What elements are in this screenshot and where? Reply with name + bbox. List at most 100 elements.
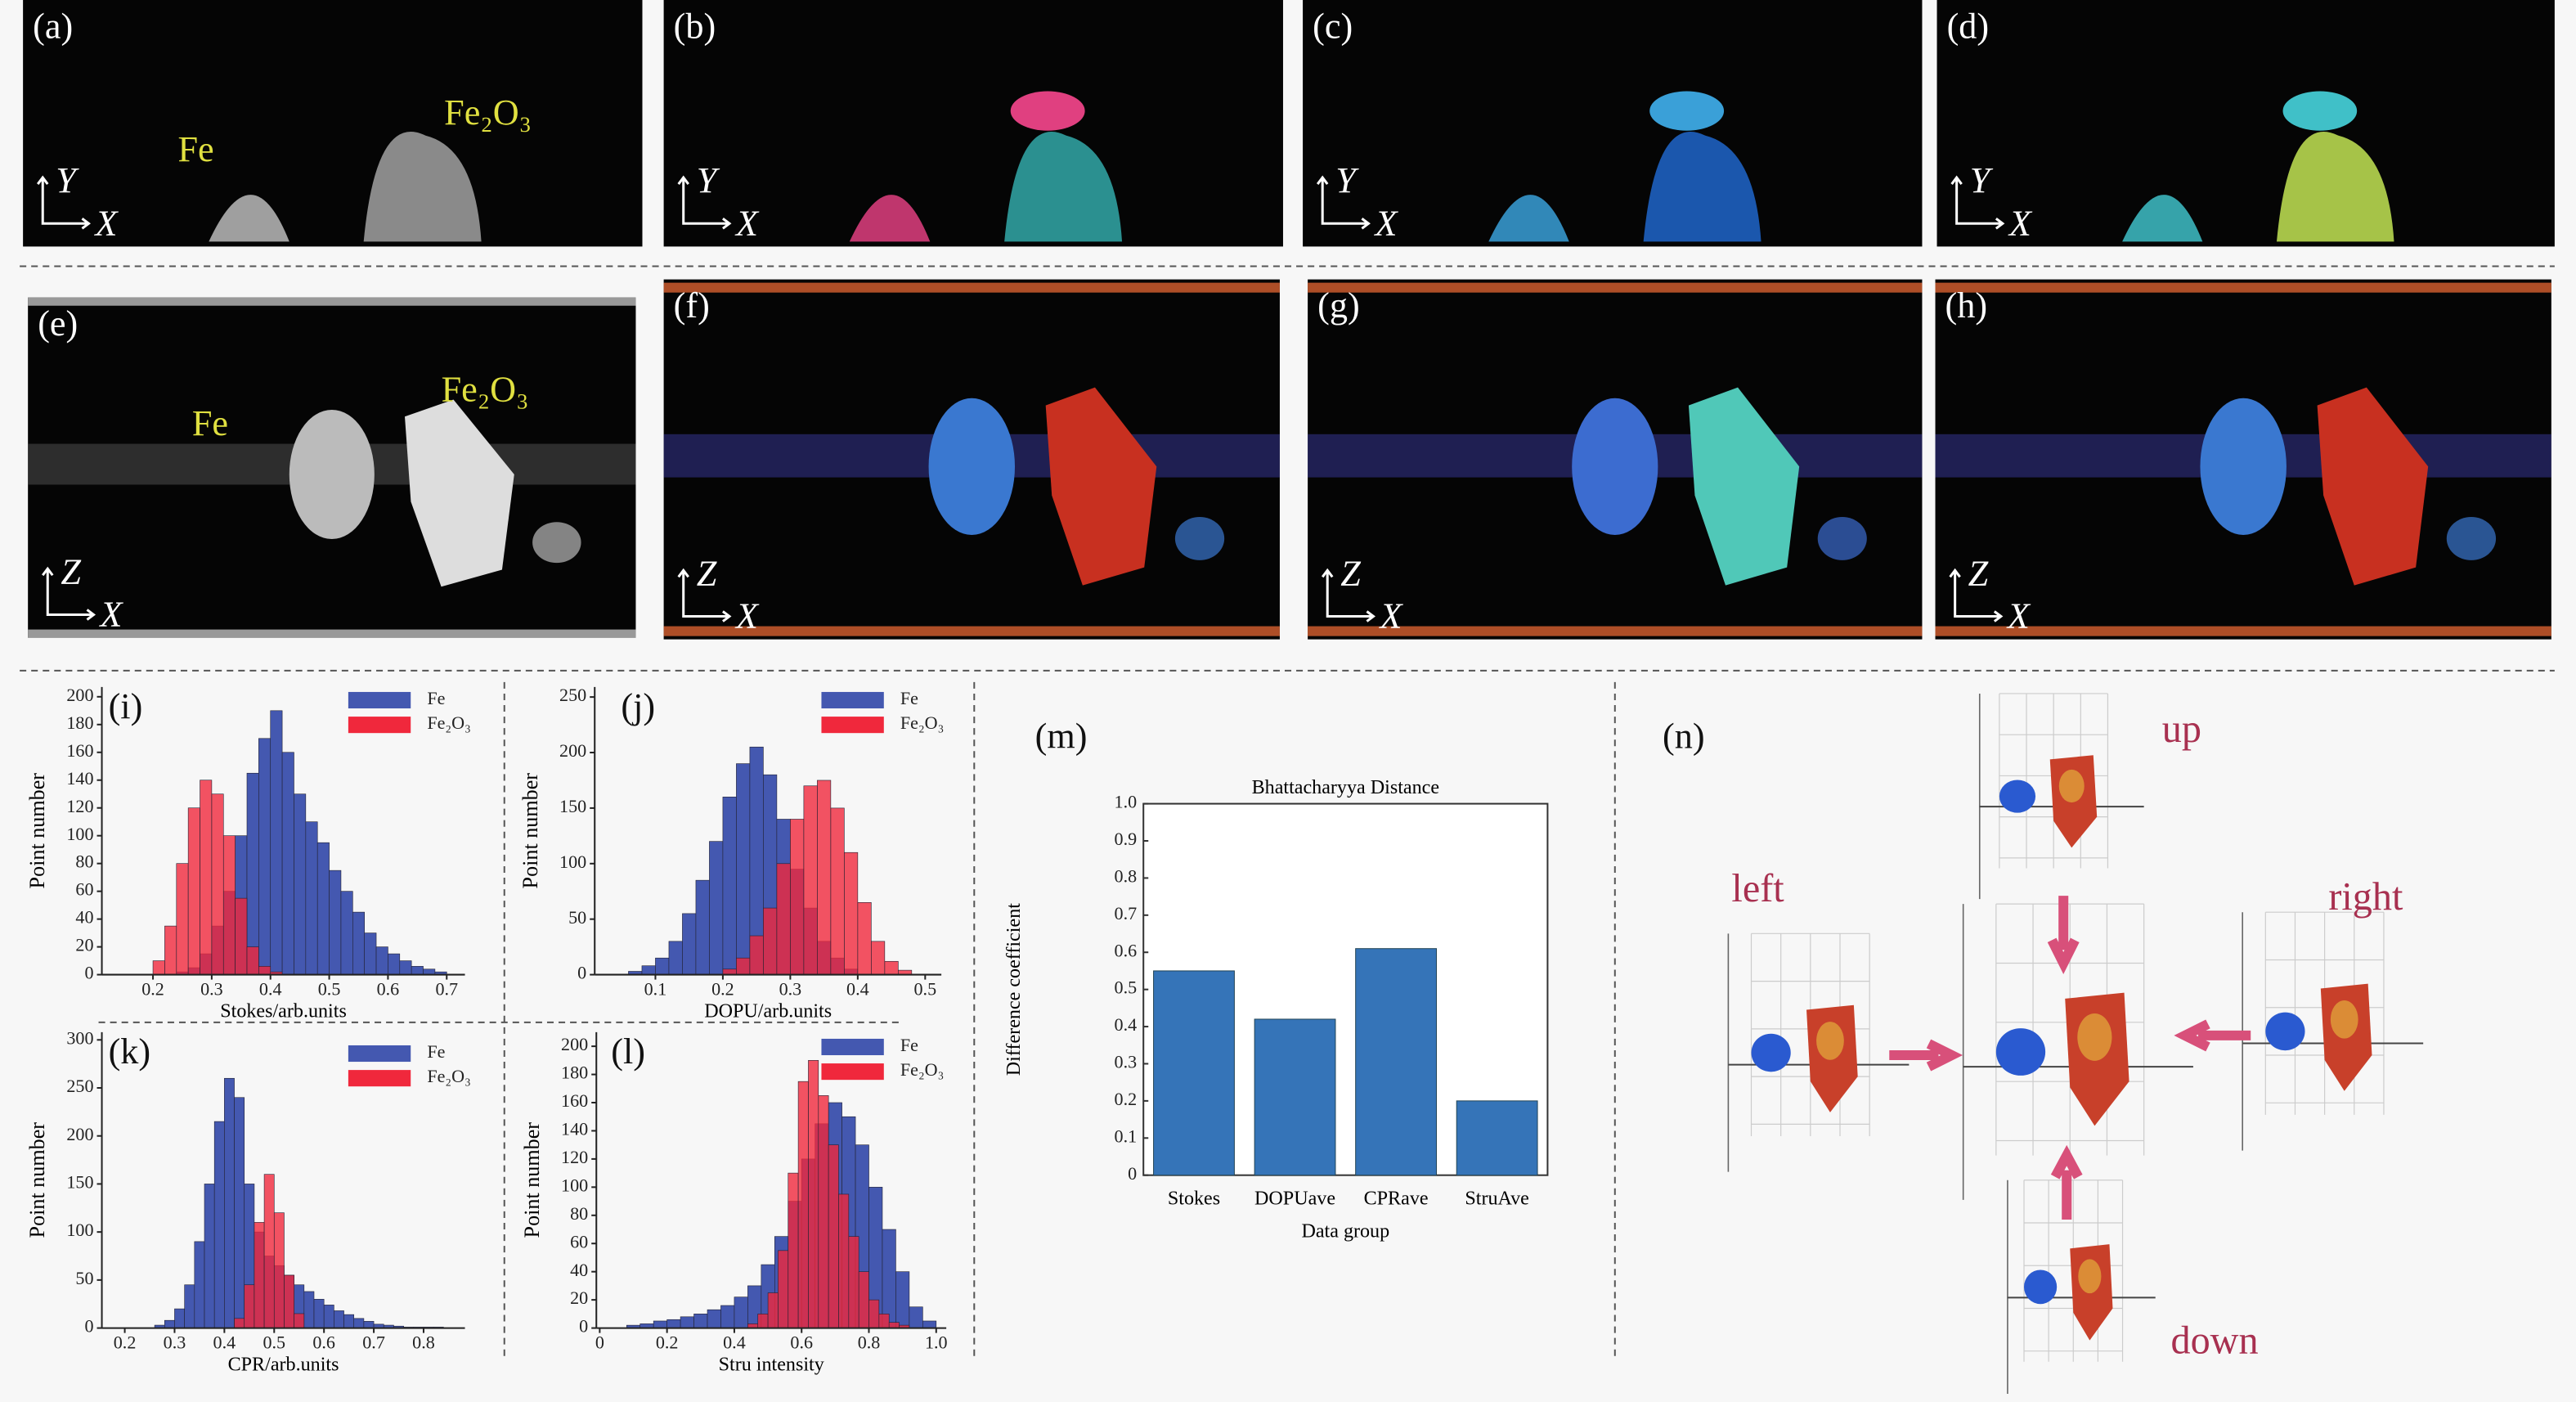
- legend-swatch: [821, 1063, 884, 1081]
- x-tick-label: 0.3: [164, 1332, 186, 1353]
- view-arrow: [2047, 896, 2080, 974]
- edge-band: [663, 282, 1280, 293]
- view-thumbnail: [1962, 903, 2193, 1200]
- hist-bar: [884, 960, 899, 975]
- x-axis-label: Data group: [1301, 1221, 1389, 1242]
- y-tick-label: 150: [559, 796, 586, 816]
- legend-swatch: [348, 691, 411, 709]
- hist-bar: [790, 819, 805, 975]
- hist-bar: [258, 738, 272, 975]
- hist-bar: [763, 907, 778, 975]
- hist-bar: [868, 1299, 880, 1328]
- hist-bar: [757, 1314, 769, 1328]
- hist-bar: [152, 960, 165, 975]
- sample-fe: [209, 195, 289, 242]
- direction-label: down: [2170, 1319, 2258, 1363]
- hist-bar: [797, 1081, 809, 1328]
- hist-bar: [858, 1271, 869, 1328]
- y-axis-label: Point number: [518, 773, 542, 889]
- axis-glyph-label: X: [2008, 203, 2033, 243]
- hist-bar: [808, 1060, 819, 1328]
- panel-label: (f): [674, 285, 710, 326]
- y-axis-label: Difference coefficient: [1003, 903, 1025, 1076]
- hist-bar: [353, 1318, 365, 1328]
- x-tick-label: 0.3: [779, 979, 802, 1000]
- x-tick-label: StruAve: [1465, 1188, 1529, 1209]
- axis-glyph-label: X: [99, 595, 124, 635]
- debris: [1817, 517, 1867, 560]
- axis-glyph-label: X: [1373, 203, 1398, 243]
- hist-bar: [234, 1318, 245, 1328]
- hist-bar: [803, 785, 818, 975]
- hist-bar: [263, 1174, 275, 1328]
- x-tick-label: 0.3: [200, 979, 223, 1000]
- hist-bar: [258, 966, 272, 975]
- hist-bar: [184, 1284, 195, 1328]
- hist-bar: [909, 1306, 923, 1328]
- y-tick-label: 100: [66, 824, 93, 844]
- debris: [1174, 517, 1225, 560]
- hist-bar: [848, 1236, 859, 1328]
- thumb-fe: [2024, 1269, 2058, 1305]
- hist-bar: [736, 957, 751, 975]
- axis-glyph-label: X: [734, 203, 760, 243]
- x-tick-label: 0.4: [846, 979, 869, 1000]
- sample-fe: [1572, 398, 1658, 536]
- hist-bar: [176, 863, 189, 975]
- hist-bar: [680, 1316, 694, 1328]
- hist-bar: [323, 1305, 334, 1328]
- y-tick-label: 160: [561, 1090, 588, 1111]
- x-tick-label: 0.6: [790, 1332, 813, 1353]
- axis-glyph-label: Z: [1968, 553, 1989, 593]
- y-tick-label: 50: [75, 1268, 93, 1288]
- x-tick-label: 1.0: [925, 1332, 948, 1353]
- y-axis-label: Point number: [520, 1122, 544, 1238]
- y-tick-label: 80: [570, 1203, 588, 1224]
- sample-fe2o3: [1045, 387, 1157, 586]
- hist-bar: [830, 807, 845, 975]
- hist-bar: [767, 1292, 779, 1328]
- y-tick-label: 0.8: [1115, 865, 1138, 886]
- hist-bar: [164, 1319, 175, 1328]
- hist-bar: [788, 1172, 799, 1328]
- x-tick-label: 0.4: [213, 1332, 236, 1353]
- y-tick-label: 300: [66, 1027, 93, 1048]
- edge-band: [28, 297, 636, 306]
- y-tick-label: 180: [561, 1063, 588, 1083]
- panel-label: (i): [109, 686, 143, 726]
- x-tick-label: 0.7: [362, 1332, 385, 1353]
- y-tick-label: 150: [66, 1172, 93, 1193]
- hist-bar: [734, 1296, 748, 1328]
- thumb-highlight: [2058, 769, 2085, 803]
- hist-bar: [778, 1250, 789, 1328]
- hist-bar: [187, 807, 200, 975]
- hist-bar: [305, 821, 318, 975]
- legend-swatch: [348, 1045, 411, 1063]
- sample-fe: [2122, 195, 2203, 242]
- x-axis-label: CPR/arb.units: [228, 1354, 339, 1375]
- panel-label: (j): [621, 686, 655, 726]
- thumb-fe: [1751, 1033, 1791, 1072]
- hist-bar: [388, 953, 401, 975]
- annotation: Fe₂O₃: [444, 92, 532, 133]
- panel-label: (m): [1035, 716, 1088, 756]
- thumb-highlight: [2078, 1259, 2102, 1294]
- legend-label: Fe₂O₃: [427, 712, 470, 733]
- annotation: Fe₂O₃: [442, 369, 529, 409]
- hist-bar: [641, 965, 656, 975]
- hist-bar: [294, 1313, 305, 1328]
- axis-glyph: [677, 175, 732, 230]
- hist-bar: [364, 932, 377, 975]
- y-tick-label: 0.9: [1115, 829, 1138, 849]
- axis-glyph-label: Y: [56, 160, 79, 200]
- hist-bar: [411, 966, 424, 975]
- thumb-fe: [1995, 1028, 2046, 1076]
- bar: [1254, 1018, 1336, 1176]
- hist-bar: [313, 1299, 325, 1328]
- legend-label: Fe: [427, 688, 445, 708]
- y-tick-label: 60: [570, 1231, 588, 1251]
- x-tick-label: 0.2: [141, 979, 164, 1000]
- y-tick-label: 0: [84, 963, 93, 983]
- bar: [1355, 948, 1438, 1176]
- hist-bar: [722, 797, 737, 975]
